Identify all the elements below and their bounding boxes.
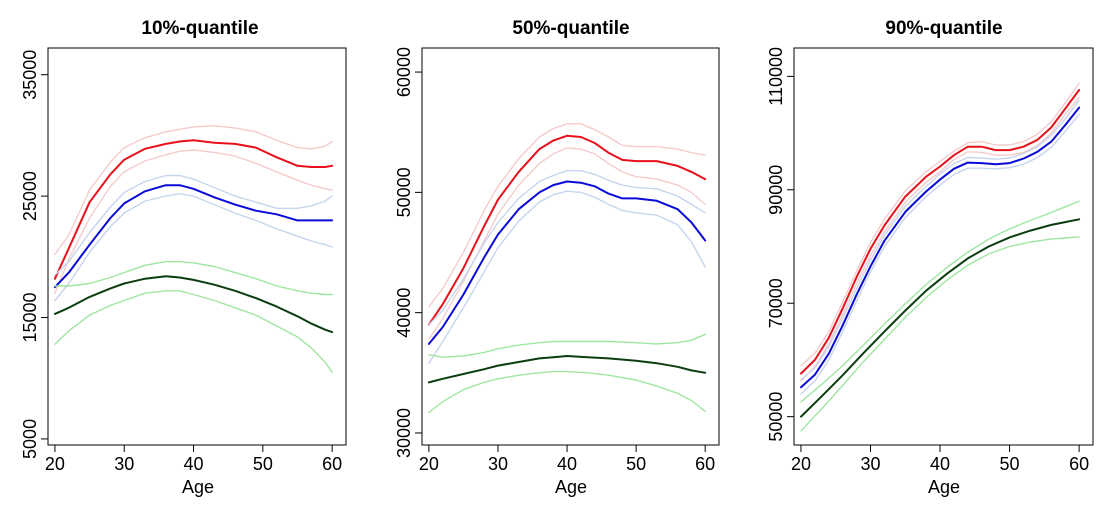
y-tick-label: 110000 — [766, 47, 786, 106]
x-tick-label: 20 — [419, 454, 439, 474]
series-line-upper-red-band-bottom — [428, 147, 706, 340]
series-line-mid-blue — [800, 106, 1081, 389]
series-line-lower-green-band-top — [428, 333, 706, 358]
plot-frame — [421, 47, 720, 446]
x-tick-label: 60 — [1069, 454, 1089, 474]
y-tick-label: 25000 — [20, 171, 40, 221]
panel-title: 90%-quantile — [885, 18, 1002, 39]
x-axis-label: Age — [555, 477, 587, 497]
y-tick-label: 40000 — [394, 288, 414, 338]
x-tick-label: 20 — [791, 454, 811, 474]
y-tick-label: 35000 — [20, 50, 40, 100]
y-tick-label: 50000 — [766, 392, 786, 442]
series-line-lower-green — [800, 218, 1081, 418]
x-tick-label: 30 — [860, 454, 880, 474]
y-tick-label: 90000 — [766, 165, 786, 215]
x-tick-label: 50 — [253, 454, 273, 474]
series-line-mid-blue-band-bottom — [800, 113, 1080, 395]
y-tick-label: 30000 — [394, 408, 414, 458]
x-tick-label: 60 — [695, 454, 715, 474]
series-line-mid-blue — [53, 184, 334, 289]
x-tick-label: 40 — [930, 454, 950, 474]
x-tick-label: 50 — [626, 454, 646, 474]
series-line-upper-red — [800, 89, 1081, 375]
series-line-upper-red-band-top — [428, 123, 706, 308]
x-tick-label: 20 — [45, 454, 65, 474]
y-tick-label: 5000 — [20, 419, 40, 459]
x-axis-label: Age — [928, 477, 960, 497]
series-line-upper-red — [53, 139, 334, 280]
series-line-upper-red-band-bottom — [54, 149, 333, 294]
y-tick-label: 15000 — [20, 292, 40, 342]
series-line-mid-blue — [427, 180, 707, 345]
x-tick-label: 40 — [557, 454, 577, 474]
series-line-upper-red — [427, 134, 707, 326]
x-tick-label: 60 — [322, 454, 342, 474]
panel-10-quantile: 10%-quantile 20 30 40 50 60 5000 15000 25000 35… — [20, 18, 347, 497]
series-line-mid-blue-band-bottom — [428, 190, 706, 364]
series-line-lower-green — [427, 355, 707, 384]
plot-frame — [793, 47, 1094, 446]
panel-title: 50%-quantile — [512, 18, 629, 39]
series-line-mid-blue-band-top — [428, 169, 706, 326]
series-line-upper-red-band-bottom — [800, 96, 1080, 382]
panel-50-quantile: 50%-quantile 20 30 40 50 60 30000 40000 50000 6… — [394, 18, 720, 497]
series-line-mid-blue-band-top — [54, 174, 333, 276]
plot-frame — [47, 47, 347, 446]
panel-90-quantile: 90%-quantile 20 30 40 50 60 50000 70000 90000 1… — [766, 18, 1094, 497]
series-line-upper-red-band-top — [54, 124, 333, 256]
series-line-lower-green — [53, 275, 334, 334]
x-tick-label: 50 — [1000, 454, 1020, 474]
series-line-lower-green-band-top — [800, 200, 1080, 403]
series-line-lower-green-band-bottom — [428, 370, 706, 414]
panel-title: 10%-quantile — [141, 18, 258, 39]
y-tick-label: 70000 — [766, 278, 786, 328]
series-line-lower-green-band-bottom — [800, 236, 1080, 432]
series-line-upper-red-band-top — [800, 82, 1080, 367]
x-tick-label: 40 — [184, 454, 204, 474]
x-tick-label: 30 — [488, 454, 508, 474]
series-line-mid-blue-band-top — [800, 99, 1080, 381]
series-line-lower-green-band-bottom — [54, 290, 333, 373]
series-line-mid-blue-band-bottom — [54, 192, 333, 302]
x-tick-label: 30 — [114, 454, 134, 474]
y-tick-label: 50000 — [394, 167, 414, 217]
y-tick-label: 60000 — [394, 47, 414, 97]
x-axis-label: Age — [182, 477, 214, 497]
series-line-lower-green-band-top — [54, 261, 333, 296]
